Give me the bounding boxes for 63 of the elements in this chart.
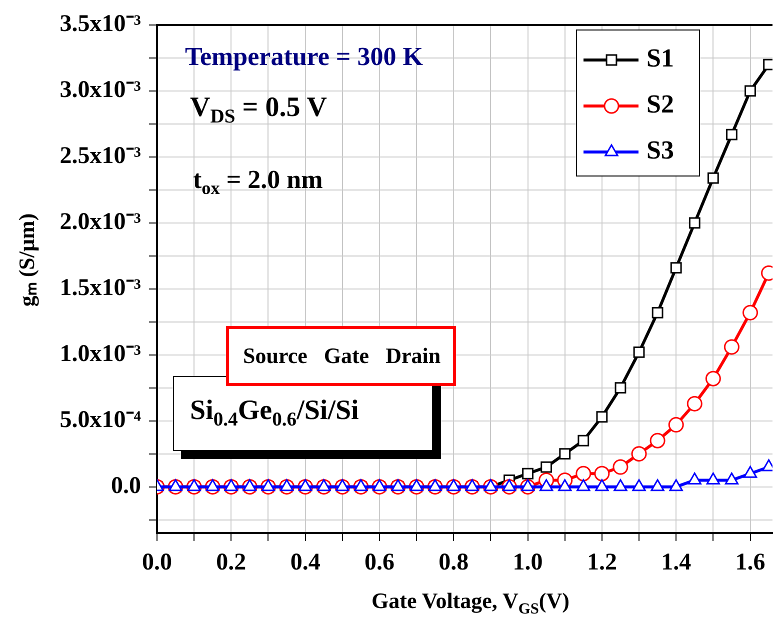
x-tick-label: 0.2 xyxy=(216,550,246,576)
point xyxy=(707,172,719,184)
point xyxy=(726,128,738,140)
point xyxy=(744,85,756,97)
point xyxy=(669,479,683,492)
annotation: t$_{ox}$ = 2.0 nm xyxy=(193,165,323,200)
point xyxy=(724,339,740,355)
legend-label: S2 xyxy=(646,90,674,119)
x-tick-label: 1.6 xyxy=(735,550,766,576)
point xyxy=(706,472,720,484)
point xyxy=(688,217,700,229)
point xyxy=(559,448,571,460)
x-tick-label: 1.2 xyxy=(586,550,617,576)
y-tick-label: 1.0x10⁻³ xyxy=(60,341,141,368)
y-tick-label: 2.5x10⁻³ xyxy=(60,143,141,170)
point xyxy=(558,479,572,492)
y-tick-label: 0.0 xyxy=(111,473,141,500)
point xyxy=(576,466,592,482)
x-tick-label: 0.8 xyxy=(438,550,469,576)
point xyxy=(502,479,516,492)
legend-label: S1 xyxy=(646,44,674,73)
y-tick-label: 3.0x10⁻³ xyxy=(60,77,141,104)
point xyxy=(522,468,534,480)
point xyxy=(670,262,682,274)
x-tick-label: 1.4 xyxy=(661,550,692,576)
point xyxy=(576,479,590,492)
x-axis-title: Gate Voltage, V$_{GS}$(V) xyxy=(370,588,570,618)
point xyxy=(686,396,702,412)
legend-label: S3 xyxy=(646,136,674,165)
point xyxy=(724,472,739,484)
x-tick-label: 0.4 xyxy=(290,550,320,576)
x-tick-label: 0.6 xyxy=(364,550,394,576)
y-tick-label: 5.0x10⁻⁴ xyxy=(60,407,141,434)
point xyxy=(633,346,645,358)
point xyxy=(614,479,628,492)
point xyxy=(705,370,721,386)
point xyxy=(688,472,702,484)
point xyxy=(650,479,664,492)
y-axis-title: gₘ (S/μm) xyxy=(13,212,40,309)
y-tick-label: 3.5x10⁻³ xyxy=(60,11,141,38)
point xyxy=(520,479,535,492)
point xyxy=(632,479,646,492)
point xyxy=(614,382,626,394)
point xyxy=(594,466,610,482)
point xyxy=(578,434,590,446)
text-box: Source Gate Drain xyxy=(226,326,456,386)
y-tick-label: 1.5x10⁻³ xyxy=(60,275,141,302)
point xyxy=(596,411,608,423)
y-tick-label: 2.0x10⁻³ xyxy=(60,209,141,236)
point xyxy=(743,466,758,478)
point xyxy=(595,479,609,492)
point xyxy=(650,432,666,448)
point xyxy=(668,417,684,433)
point xyxy=(612,459,628,475)
annotation: Temperature = 300 K xyxy=(185,42,423,72)
point xyxy=(540,461,552,473)
point xyxy=(652,306,664,318)
x-tick-label: 1.0 xyxy=(512,550,543,576)
annotation: V$_{DS}$ = 0.5 V xyxy=(190,92,327,129)
point xyxy=(540,479,554,492)
point xyxy=(742,304,758,320)
x-tick-label: 0.0 xyxy=(142,550,172,576)
point xyxy=(631,446,647,462)
